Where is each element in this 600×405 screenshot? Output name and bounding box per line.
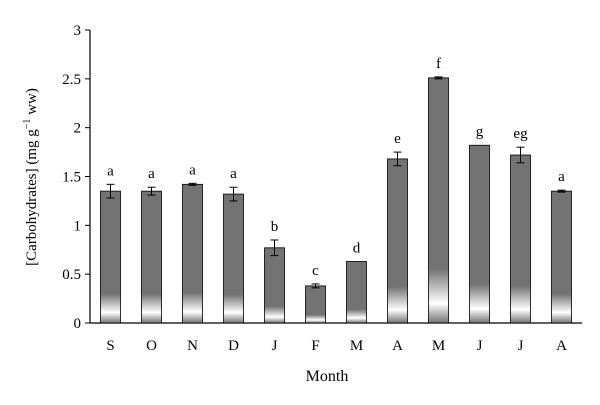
y-tick-label: 1 (74, 218, 82, 234)
significance-letter: eg (513, 126, 528, 142)
y-tick-label: 2.5 (62, 72, 81, 88)
y-tick-label: 3 (74, 23, 82, 39)
x-tick-label: J (477, 338, 483, 354)
significance-letter: a (189, 162, 196, 178)
x-tick-label: M (432, 338, 445, 354)
bar (141, 190, 162, 324)
significance-letter: c (312, 263, 319, 279)
bar (387, 158, 408, 324)
bar (100, 190, 121, 324)
y-tick-label: 0.5 (62, 267, 81, 283)
x-tick-label: S (106, 338, 114, 354)
significance-letter: e (394, 131, 401, 147)
bar (264, 247, 285, 324)
significance-letter: a (558, 169, 565, 185)
bar (469, 144, 490, 324)
x-tick-label: A (392, 338, 403, 354)
bar (428, 77, 449, 324)
bar (223, 193, 244, 324)
y-tick-label: 1.5 (62, 170, 81, 186)
y-axis-label: [Carbohydrates] (mg g−1 ww) (22, 88, 40, 266)
y-tick-label: 0 (74, 316, 82, 332)
bar (346, 261, 367, 324)
x-tick-label: M (350, 338, 363, 354)
significance-letter: a (230, 166, 237, 182)
y-tick-label: 2 (74, 121, 82, 137)
x-tick-label: J (518, 338, 524, 354)
significance-letter: a (107, 163, 114, 179)
bar (551, 190, 572, 324)
significance-letter: f (436, 56, 441, 72)
bar (305, 285, 326, 324)
x-tick-label: F (311, 338, 319, 354)
significance-letter: g (476, 124, 484, 140)
x-tick-label: N (187, 338, 198, 354)
x-tick-label: O (146, 338, 157, 354)
bar (510, 154, 531, 324)
significance-letter: a (148, 166, 155, 182)
x-tick-label: D (228, 338, 239, 354)
bar (182, 183, 203, 324)
x-axis-label: Month (306, 368, 349, 385)
x-tick-label: J (272, 338, 278, 354)
significance-letter: d (353, 240, 361, 256)
x-tick-label: A (556, 338, 567, 354)
significance-letter: b (271, 219, 279, 235)
